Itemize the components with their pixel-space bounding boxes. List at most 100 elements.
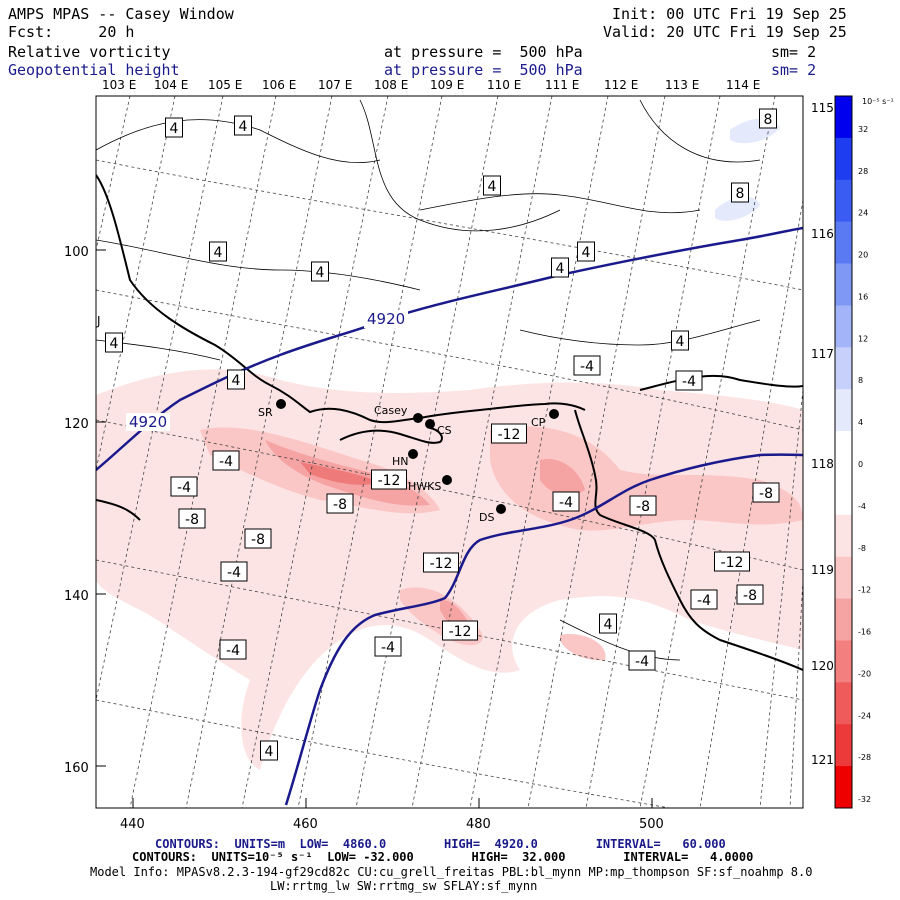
footer-height-contours: CONTOURS: UNITS=m LOW= 4860.0 HIGH= 4920… — [155, 837, 726, 851]
lon-label: 111 E — [545, 78, 579, 92]
lon-label: 108 E — [374, 78, 408, 92]
colorbar-swatch — [835, 263, 852, 306]
station-marker-ds[interactable] — [496, 504, 506, 514]
vorticity-label: 4 — [676, 334, 685, 350]
station-marker-sr[interactable] — [276, 399, 286, 409]
colorbar-tick-label: -20 — [858, 669, 871, 678]
lon-label: 114 E — [726, 78, 760, 92]
vorticity-label-box — [244, 528, 272, 549]
colorbar-tick-label: 0 — [858, 460, 863, 469]
vorticity-label: -12 — [721, 555, 744, 571]
y-label-100: 100 — [64, 245, 89, 260]
vorticity-label-box — [491, 423, 527, 444]
vorticity-label: -12 — [498, 427, 521, 443]
shade-minus20-core — [300, 462, 380, 485]
lon-label: 110 E — [487, 78, 521, 92]
colorbar: 32 28 24 20 16 12 8 4 0 -4 -8 -12 -16 -20 -24 -28 -32 — [835, 96, 871, 809]
height-label-west: 4920 — [129, 413, 167, 431]
edge-label: J — [96, 314, 101, 328]
vorticity-contours — [96, 99, 761, 661]
vorticity-label: 4 — [556, 261, 565, 277]
x-label-500: 500 — [639, 817, 664, 832]
lon-label: 104 E — [154, 78, 188, 92]
colorbar-tick-label: 16 — [858, 292, 868, 301]
station-marker-hwks[interactable] — [442, 475, 452, 485]
vorticity-label-box — [178, 508, 206, 529]
vorticity-label-box — [551, 257, 569, 278]
shade-plus8-b — [715, 196, 760, 221]
colorbar-tick-label: 4 — [858, 418, 863, 427]
colorbar-tick-label: -12 — [858, 586, 871, 595]
lat-lon-grid — [96, 96, 803, 808]
colorbar-tick-label: -24 — [858, 711, 871, 720]
field1-level: at pressure = 500 hPa — [384, 43, 583, 61]
station-marker-casey[interactable] — [413, 413, 423, 423]
field2-smoothing: sm= 2 — [771, 61, 817, 79]
vorticity-label-box — [219, 639, 247, 660]
vorticity-label-box — [209, 241, 227, 262]
shade-minus12-d — [560, 634, 606, 661]
vorticity-label: 8 — [764, 112, 773, 128]
vorticity-label-box — [731, 182, 749, 203]
colorbar-swatch — [835, 96, 852, 139]
vorticity-label: 4 — [582, 245, 591, 261]
colorbar-swatch — [835, 431, 852, 474]
stations — [276, 399, 559, 514]
station-marker-hn[interactable] — [408, 449, 418, 459]
vorticity-label: -4 — [226, 643, 240, 659]
forecast-hour: Fcst: 20 h — [8, 23, 135, 41]
colorbar-swatch — [835, 179, 852, 223]
vorticity-label: 4 — [488, 179, 497, 195]
lon-label: 106 E — [262, 78, 296, 92]
vorticity-label-box — [227, 369, 245, 390]
colorbar-swatch — [835, 640, 852, 683]
colorbar-swatch — [835, 682, 852, 725]
y-label-140: 140 — [64, 589, 89, 604]
vorticity-label-box — [759, 108, 777, 129]
vorticity-label: -4 — [227, 565, 241, 581]
shade-minus16-east — [540, 459, 585, 496]
footer-vorticity-contours: CONTOURS: UNITS=10⁻⁵ s⁻¹ LOW= -32.000 HI… — [132, 850, 754, 864]
station-marker-cp[interactable] — [549, 409, 559, 419]
height-labels: 4920 4920 — [126, 310, 408, 431]
vorticity-label: -4 — [635, 654, 649, 670]
lon-label: 103 E — [102, 78, 136, 92]
station-marker-cs[interactable] — [425, 419, 435, 429]
vorticity-label: 4 — [239, 119, 248, 135]
top-longitude-labels: 103 E 104 E 105 E 106 E 107 E 108 E 109 … — [102, 78, 760, 92]
vorticity-label-box — [311, 261, 329, 282]
vorticity-label: 4 — [214, 245, 223, 261]
vorticity-label: -8 — [759, 486, 773, 502]
vorticity-label: -8 — [636, 499, 650, 515]
ice-edge-east — [639, 374, 803, 391]
vorticity-label: 4 — [316, 265, 325, 281]
vorticity-label: -4 — [177, 480, 191, 496]
ice-edge-west — [96, 499, 141, 521]
colorbar-tick-label: 8 — [858, 376, 863, 385]
vorticity-label-box — [234, 115, 252, 136]
height-contour-south — [284, 453, 803, 806]
vorticity-label: -4 — [381, 640, 395, 656]
vorticity-label-box — [675, 370, 703, 391]
vorticity-label: -8 — [185, 512, 199, 528]
y-label-120: 120 — [64, 417, 89, 432]
station-label-hwks: HWKS — [408, 480, 441, 493]
colorbar-unit: 10⁻⁵ s⁻¹ — [862, 97, 894, 106]
field2-level: at pressure = 500 hPa — [384, 61, 583, 79]
vorticity-label: -8 — [251, 532, 265, 548]
vorticity-label-box — [736, 584, 764, 605]
vorticity-label-box — [371, 469, 407, 490]
colorbar-swatch — [835, 766, 852, 809]
vorticity-label: 4 — [265, 744, 274, 760]
vorticity-label: -8 — [743, 588, 757, 604]
colorbar-tick-label: -16 — [858, 628, 871, 637]
colorbar-tick-label: 28 — [858, 167, 868, 176]
vorticity-label: 8 — [736, 186, 745, 202]
vorticity-label-box — [690, 589, 718, 610]
coastline — [96, 174, 586, 424]
vorticity-label-box — [220, 561, 248, 582]
vorticity-label: 4 — [170, 121, 179, 137]
x-axis-labels: 440 460 480 500 — [120, 817, 664, 832]
vorticity-label: -12 — [430, 556, 453, 572]
vorticity-label: -4 — [580, 359, 594, 375]
